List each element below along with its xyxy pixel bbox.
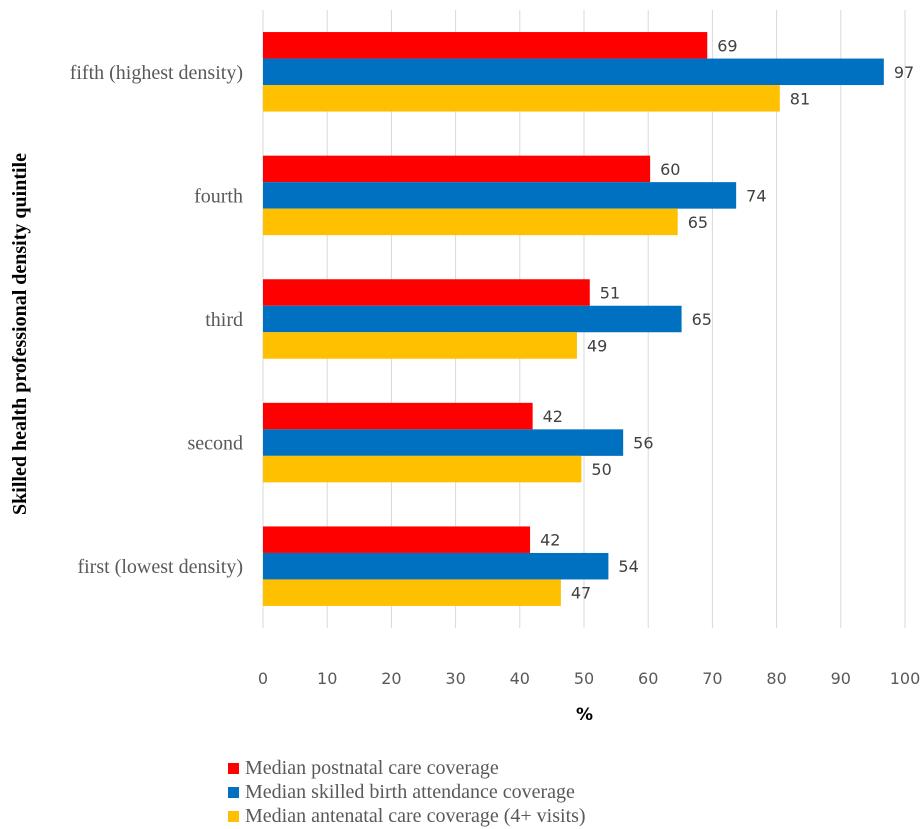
data-label-third-series-1: 51 — [600, 284, 620, 303]
legend-item-antenatal: Median antenatal care coverage (4+ visit… — [228, 804, 586, 828]
x-tick-label-50: 50 — [574, 669, 594, 688]
x-tick-label-100: 100 — [890, 669, 921, 688]
category-label-second: second — [187, 433, 243, 455]
data-label-fourth-series-3: 65 — [688, 213, 708, 232]
x-tick-label-80: 80 — [766, 669, 786, 688]
bar-third-series-1 — [263, 279, 590, 306]
data-label-first-lowest-density-series-3: 47 — [571, 584, 591, 603]
data-label-fourth-series-2: 74 — [746, 186, 766, 205]
bar-first-lowest-density-series-3 — [263, 579, 561, 606]
data-label-second-series-2: 56 — [633, 434, 653, 453]
x-tick-label-30: 30 — [445, 669, 465, 688]
category-label-first-lowest-density: first (lowest density) — [77, 556, 243, 578]
legend-swatch-skilled-birth — [228, 786, 239, 798]
legend-item-skilled-birth: Median skilled birth attendance coverage — [228, 780, 586, 804]
bar-chart-svg: 69 97 81 fifth (highest density) 60 74 65 fourt… — [9, 10, 921, 725]
category-label-fourth: fourth — [194, 185, 243, 207]
bar-fourth-series-3 — [263, 208, 678, 236]
legend-label-skilled-birth: Median skilled birth attendance coverage — [245, 780, 575, 803]
x-tick-label-90: 90 — [831, 669, 851, 688]
bar-fifth-highest-density-series-1 — [263, 32, 708, 59]
bar-second-series-3 — [263, 455, 582, 483]
data-label-fourth-series-1: 60 — [660, 160, 680, 179]
data-label-second-series-3: 50 — [591, 460, 611, 479]
bar-second-series-1 — [263, 402, 533, 430]
data-label-fifth-highest-density-series-3: 81 — [790, 89, 810, 108]
x-tick-label-10: 10 — [317, 669, 337, 688]
bar-first-lowest-density-series-2 — [263, 552, 609, 580]
bar-first-lowest-density-series-1 — [263, 526, 531, 553]
x-tick-label-40: 40 — [510, 669, 530, 688]
x-tick-label-70: 70 — [702, 669, 722, 688]
legend: Median postnatal care coverage Median sk… — [228, 756, 586, 828]
bar-second-series-2 — [263, 429, 624, 456]
x-tick-label-60: 60 — [638, 669, 658, 688]
bar-fourth-series-1 — [263, 155, 651, 183]
data-label-second-series-1: 42 — [543, 407, 563, 426]
category-label-fifth-highest-density: fifth (highest density) — [70, 62, 243, 84]
data-label-fifth-highest-density-series-2: 97 — [894, 63, 914, 82]
x-tick-label-0: 0 — [258, 669, 268, 688]
legend-item-postnatal: Median postnatal care coverage — [228, 756, 586, 780]
data-label-third-series-3: 49 — [587, 337, 607, 356]
data-label-fifth-highest-density-series-1: 69 — [717, 36, 737, 55]
data-label-first-lowest-density-series-1: 42 — [540, 531, 560, 550]
y-axis-title: Skilled health professional density quin… — [9, 153, 31, 515]
category-label-third: third — [205, 309, 243, 331]
bar-fourth-series-2 — [263, 182, 737, 209]
legend-label-antenatal: Median antenatal care coverage (4+ visit… — [245, 804, 586, 827]
data-label-third-series-2: 65 — [692, 310, 712, 329]
legend-swatch-antenatal — [228, 810, 239, 822]
legend-swatch-postnatal — [228, 762, 239, 774]
bar-fifth-highest-density-series-2 — [263, 58, 884, 86]
bar-third-series-3 — [263, 332, 577, 359]
bar-third-series-2 — [263, 305, 682, 333]
bar-fifth-highest-density-series-3 — [263, 85, 780, 112]
legend-label-postnatal: Median postnatal care coverage — [245, 756, 499, 779]
data-label-first-lowest-density-series-2: 54 — [618, 557, 638, 576]
x-tick-label-20: 20 — [381, 669, 401, 688]
x-axis-title: % — [576, 705, 593, 725]
